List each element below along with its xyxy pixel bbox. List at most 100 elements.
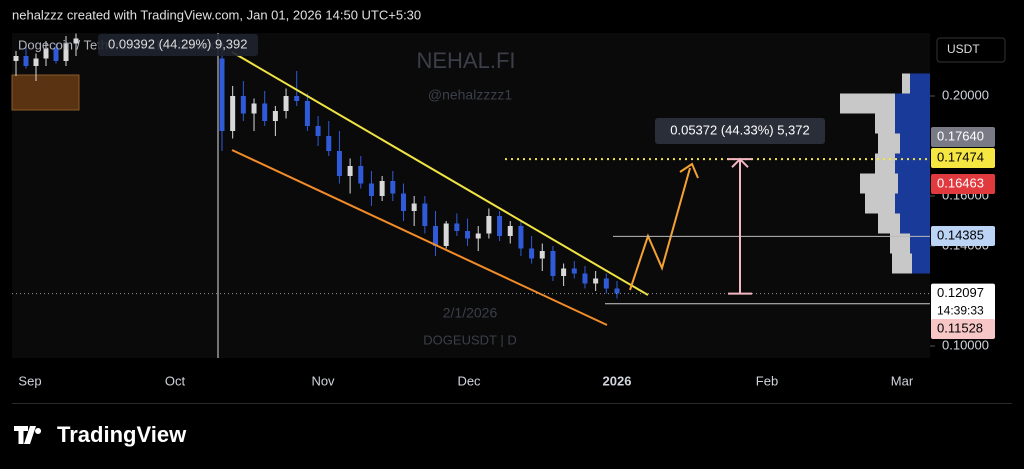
- candle-body: [272, 111, 278, 121]
- logo-text: TradingView: [57, 422, 187, 447]
- candle-body: [571, 268, 577, 274]
- handle: @nehalzzzz1: [428, 87, 512, 103]
- x-tick-label: Dec: [457, 373, 481, 388]
- candle-body: [283, 96, 289, 111]
- arrow-path: [629, 167, 691, 291]
- range-label: 0.09392 (44.29%) 9,392: [108, 36, 248, 51]
- volume-down: [895, 153, 930, 174]
- candle-body: [582, 273, 588, 284]
- candle-body: [63, 43, 69, 61]
- price-badge-label: 0.16463: [937, 175, 984, 190]
- candle-body: [529, 248, 535, 259]
- volume-up: [840, 93, 895, 114]
- volume-up: [878, 133, 900, 154]
- candle-body: [486, 216, 492, 234]
- header: nehalzzz created with TradingView.com, J…: [12, 7, 421, 22]
- currency: USDT: [947, 42, 980, 56]
- price-badge-label: 0.12097: [937, 285, 984, 300]
- candle-body: [304, 101, 310, 126]
- candle-body: [53, 48, 59, 61]
- volume-up: [865, 193, 895, 214]
- candle-body: [411, 203, 417, 211]
- volume-up: [892, 253, 912, 274]
- box-drawing: [11, 74, 80, 111]
- candle-body: [294, 96, 300, 101]
- volume-down: [895, 193, 930, 214]
- candle-body: [358, 166, 364, 184]
- price-badge: [931, 226, 995, 246]
- trend-line: [231, 51, 649, 296]
- candle-body: [240, 96, 246, 114]
- volume-down: [895, 93, 930, 114]
- date-watermark: 2/1/2026: [443, 305, 498, 321]
- measure-label: 0.05372 (44.33%) 5,372: [670, 122, 810, 137]
- price-badge: [931, 283, 995, 322]
- price-badge: [931, 148, 995, 168]
- volume-up: [860, 173, 898, 194]
- divider: [12, 403, 1012, 404]
- candle-body: [326, 136, 332, 151]
- countdown: 14:39:33: [937, 304, 984, 318]
- candle-body: [347, 166, 353, 176]
- price-badge-label: 0.11528: [937, 320, 983, 335]
- currency-button[interactable]: [936, 37, 1006, 63]
- x-tick-label: Nov: [311, 373, 335, 388]
- ticker: DOGEUSDT | D: [423, 332, 516, 347]
- candle-body: [465, 231, 471, 239]
- volume-up: [875, 113, 895, 134]
- volume-up: [878, 213, 900, 234]
- candle-body: [593, 278, 599, 284]
- candle-body: [443, 223, 449, 246]
- x-tick-label: Sep: [18, 373, 41, 388]
- x-tick-label: Feb: [756, 373, 778, 388]
- measure-box: [655, 118, 825, 144]
- price-badge: [931, 127, 995, 147]
- candle-body: [73, 38, 79, 44]
- candle-body: [219, 58, 225, 131]
- volume-up: [890, 233, 910, 254]
- candle-body: [390, 181, 396, 194]
- candle-body: [550, 251, 556, 276]
- candle-body: [497, 216, 503, 236]
- candle-body: [400, 193, 406, 211]
- candle-body: [336, 151, 342, 176]
- candle-body: [13, 56, 19, 61]
- candle-body: [262, 103, 268, 121]
- plot: [13, 33, 930, 299]
- axes: 0.200000.160000.140000.10000SepOctNovDec…: [18, 87, 995, 388]
- candle-body: [614, 288, 620, 294]
- volume-down: [900, 213, 930, 234]
- range-box: [98, 34, 258, 56]
- volume-down: [910, 73, 930, 94]
- candle-body: [43, 48, 49, 59]
- candle-body: [539, 251, 545, 259]
- candle-body: [315, 126, 321, 136]
- candle-body: [475, 233, 481, 239]
- candle-body: [454, 223, 460, 231]
- volume-down: [898, 173, 930, 194]
- candle-body: [230, 96, 236, 131]
- logo-mark: [14, 426, 42, 444]
- logo: TradingView: [14, 422, 187, 447]
- price-badge: [931, 319, 995, 339]
- watermark: NEHAL.FI: [416, 48, 515, 73]
- candle-body: [422, 203, 428, 226]
- candle-body: [603, 278, 609, 289]
- candle-body: [23, 56, 29, 66]
- candle-body: [561, 268, 567, 276]
- candle-body: [33, 58, 39, 66]
- price-badge-label: 0.17474: [937, 149, 984, 164]
- volume-up: [902, 73, 910, 94]
- price-badge: [931, 174, 995, 194]
- y-tick-label: 0.20000: [942, 87, 989, 102]
- x-tick-label: Mar: [891, 373, 914, 388]
- volume-down: [900, 133, 930, 154]
- drawings: [12, 157, 930, 305]
- y-tick-label: 0.10000: [942, 337, 989, 352]
- candle-body: [379, 181, 385, 196]
- candle-body: [507, 226, 513, 236]
- measure-head: [731, 157, 749, 168]
- candle-body: [368, 183, 374, 196]
